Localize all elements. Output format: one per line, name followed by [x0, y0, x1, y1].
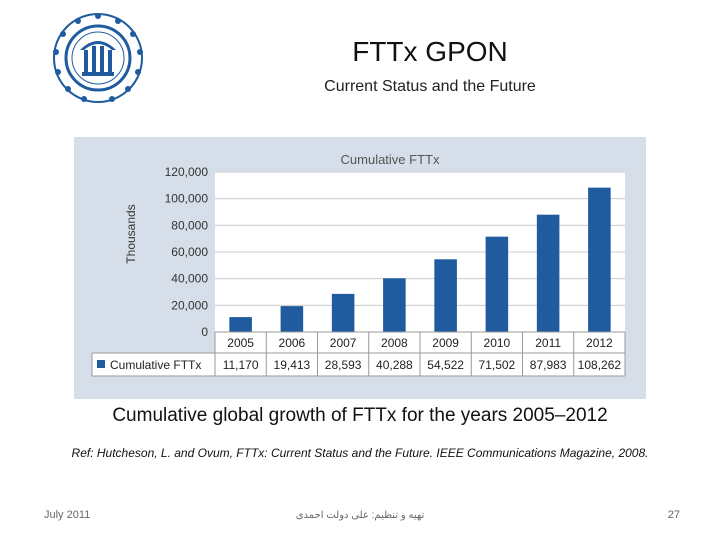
reference-text: Ref: Hutcheson, L. and Ovum, FTTx: Curre…	[71, 446, 649, 460]
y-tick-label: 100,000	[165, 192, 209, 206]
data-label: 87,983	[530, 358, 567, 372]
x-tick-label: 2012	[586, 336, 613, 350]
y-tick-label: 20,000	[171, 298, 208, 312]
x-tick-label: 2006	[279, 336, 306, 350]
bar	[229, 317, 252, 332]
y-tick-label: 60,000	[171, 245, 208, 259]
slide-title: FTTx GPON	[352, 36, 508, 67]
x-tick-label: 2007	[330, 336, 357, 350]
figure-caption: Cumulative global growth of FTTx for the…	[112, 405, 608, 426]
university-logo	[52, 12, 144, 104]
data-table-body	[92, 353, 625, 376]
bar	[485, 236, 509, 332]
legend-label: Cumulative FTTx	[110, 358, 201, 372]
slide-subtitle: Current Status and the Future	[324, 78, 536, 95]
data-label: 28,593	[325, 358, 362, 372]
data-label: 40,288	[376, 358, 413, 372]
y-tick-label: 40,000	[171, 272, 208, 286]
data-label: 54,522	[427, 358, 464, 372]
bar	[434, 259, 457, 332]
bar	[588, 187, 611, 332]
chart-title: Cumulative FTTx	[341, 152, 440, 167]
chart-panel: Cumulative FTTx Thousands 0 20,000 40,000 6…	[74, 137, 646, 399]
bar	[383, 278, 406, 332]
y-tick-label: 0	[201, 325, 208, 339]
footer-author: تهیه و تنظیم: علی دولت احمدی	[295, 510, 425, 521]
x-tick-label: 2005	[227, 336, 254, 350]
x-tick-label: 2008	[381, 336, 408, 350]
data-label: 11,170	[223, 358, 259, 372]
data-label: 71,502	[479, 358, 516, 372]
y-tick-label: 80,000	[171, 218, 208, 232]
bar	[331, 293, 355, 332]
chart-svg: Cumulative FTTx Thousands 0 20,000 40,000 6…	[91, 152, 626, 377]
y-tick-label: 120,000	[165, 165, 209, 179]
x-tick-label: 2010	[484, 336, 511, 350]
bar	[280, 306, 304, 332]
legend-swatch	[97, 360, 105, 368]
y-axis-label: Thousands	[124, 204, 138, 263]
university-seal-icon	[53, 13, 143, 103]
data-label: 108,262	[578, 358, 622, 372]
x-tick-label: 2009	[432, 336, 459, 350]
bar	[536, 214, 560, 332]
data-label: 19,413	[274, 358, 311, 372]
x-tick-label: 2011	[535, 336, 561, 350]
page-number: 27	[667, 509, 680, 521]
footer-date: July 2011	[44, 509, 91, 521]
